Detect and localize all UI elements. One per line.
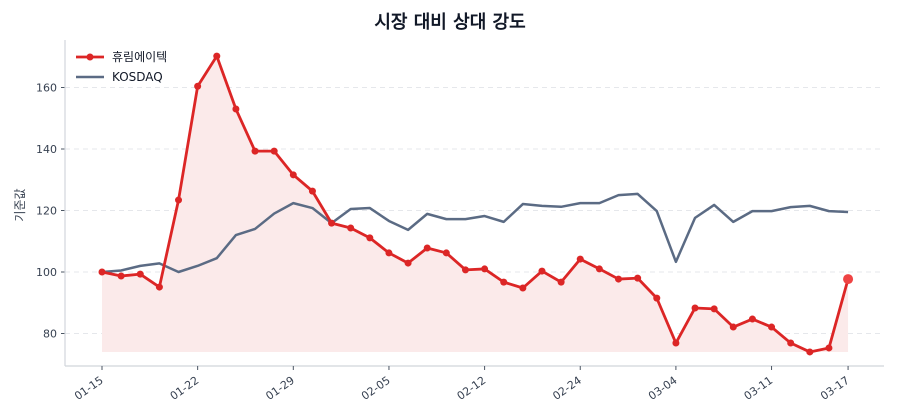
stock-line (101, 54, 850, 354)
data-point-marker (232, 105, 240, 113)
x-tick-label: 03-17 (818, 374, 852, 403)
y-tick-label: 140 (36, 143, 57, 156)
data-point-marker (768, 323, 776, 331)
data-point-marker (729, 323, 737, 331)
data-point-marker (825, 344, 833, 352)
data-point-marker (289, 171, 297, 179)
data-point-marker (117, 272, 125, 280)
y-tick-label: 160 (36, 82, 57, 95)
data-point-marker (691, 304, 699, 312)
data-point-marker (136, 270, 144, 278)
data-point-marker (175, 196, 183, 204)
x-tick-label: 02-12 (455, 374, 489, 403)
data-point-marker (366, 234, 374, 242)
data-point-marker (538, 267, 546, 275)
y-tick-label: 100 (36, 266, 57, 279)
data-point-marker (787, 339, 795, 347)
data-point-marker (442, 249, 450, 257)
data-point-marker (213, 52, 221, 60)
data-point-marker (385, 249, 393, 257)
data-point-marker (500, 278, 508, 286)
data-point-marker (710, 305, 718, 313)
x-tick-label: 01-15 (72, 374, 106, 403)
data-point-marker (557, 278, 565, 286)
data-point-marker (672, 339, 680, 347)
legend-stock-label: 휴림에이텍 (112, 50, 167, 64)
x-tick-label: 03-11 (742, 374, 776, 403)
y-tick-label: 120 (36, 205, 57, 218)
last-point-marker (843, 274, 854, 285)
data-point-marker (155, 283, 163, 291)
data-point-marker (98, 268, 106, 276)
legend-stock-marker (86, 53, 94, 61)
data-point-marker (251, 147, 259, 155)
stock-area-fill (102, 56, 849, 352)
y-axis-label: 기준값 (13, 188, 27, 221)
data-point-marker (404, 259, 412, 267)
data-point-marker (576, 255, 584, 263)
data-point-marker (308, 187, 316, 195)
data-point-marker (806, 348, 814, 356)
data-point-marker (461, 266, 469, 274)
x-tick-label: 02-24 (550, 374, 584, 403)
data-point-marker (634, 274, 642, 282)
data-point-marker (328, 219, 336, 227)
data-point-marker (748, 315, 756, 323)
data-point-marker (481, 265, 489, 273)
chart-title: 시장 대비 상대 강도 (374, 12, 526, 33)
data-point-marker (423, 244, 431, 252)
series-lines (98, 52, 854, 356)
area-fill (102, 56, 849, 352)
data-point-marker (615, 275, 623, 283)
kosdaq-line (101, 192, 849, 274)
data-point-marker (270, 147, 278, 155)
x-tick-label: 03-04 (646, 374, 680, 403)
data-point-marker (519, 284, 527, 292)
legend: 휴림에이텍 KOSDAQ (76, 50, 167, 84)
data-point-marker (194, 82, 202, 90)
data-point-marker (653, 294, 661, 302)
x-tick-label: 02-05 (359, 374, 393, 403)
data-point-marker (595, 265, 603, 273)
legend-kosdaq-label: KOSDAQ (112, 70, 163, 84)
data-point-marker (347, 224, 355, 232)
x-tick-label: 01-22 (168, 374, 202, 403)
x-tick-label: 01-29 (263, 374, 297, 403)
y-tick-label: 80 (43, 328, 57, 341)
